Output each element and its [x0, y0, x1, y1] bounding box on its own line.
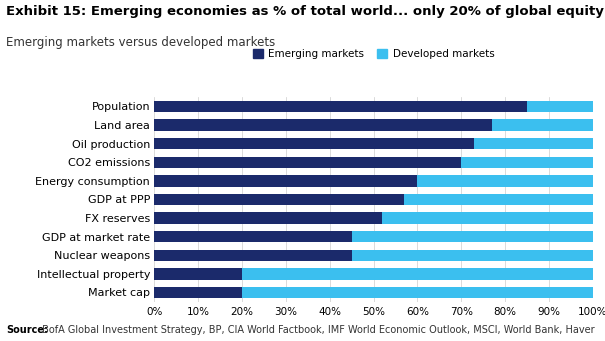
Bar [527, 101, 593, 112]
Text: BofA Global Investment Strategy, BP, CIA World Factbook, IMF World Economic Outl: BofA Global Investment Strategy, BP, CIA… [39, 325, 595, 335]
Bar [154, 250, 352, 261]
Bar [154, 268, 242, 280]
Bar [352, 231, 593, 242]
Bar [474, 138, 593, 149]
Text: Emerging markets versus developed markets: Emerging markets versus developed market… [6, 36, 275, 49]
Bar [154, 212, 382, 224]
Bar [154, 157, 461, 168]
Legend: Emerging markets, Developed markets: Emerging markets, Developed markets [249, 45, 499, 63]
Bar [154, 138, 474, 149]
Bar [382, 212, 593, 224]
Bar [154, 194, 404, 205]
Bar [242, 287, 593, 298]
Bar [154, 287, 242, 298]
Text: Source:: Source: [6, 325, 48, 335]
Bar [352, 250, 593, 261]
Bar [154, 175, 417, 187]
Bar [242, 268, 593, 280]
Bar [492, 119, 593, 131]
Bar [404, 194, 593, 205]
Bar [154, 231, 352, 242]
Bar [154, 101, 527, 112]
Text: Exhibit 15: Emerging economies as % of total world... only 20% of global equity : Exhibit 15: Emerging economies as % of t… [6, 5, 605, 18]
Bar [154, 119, 492, 131]
Bar [461, 157, 593, 168]
Bar [417, 175, 593, 187]
